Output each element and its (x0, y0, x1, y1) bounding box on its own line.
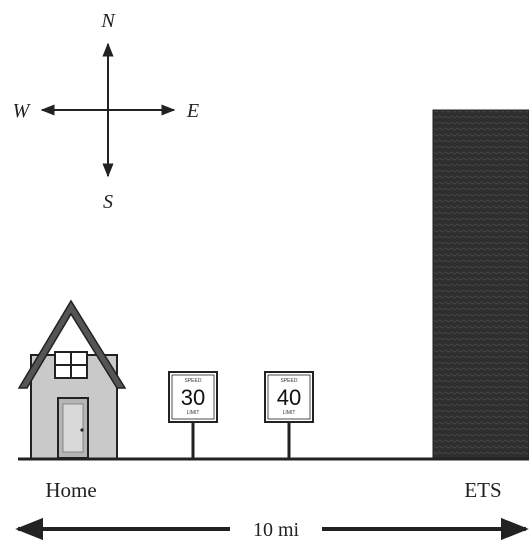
compass-north-label: N (100, 10, 116, 32)
sign-inner-border (267, 374, 311, 420)
speed-limit-sign-30: SPEED 30 LIMIT (168, 371, 218, 459)
distance-indicator: 10 mi (15, 517, 529, 540)
sign-top-text: SPEED (281, 378, 298, 384)
destination-label: ETS (464, 478, 501, 502)
distance-label: 10 mi (253, 519, 300, 540)
sign-top-text: SPEED (185, 378, 202, 384)
sign-bottom-text: LIMIT (283, 410, 296, 416)
home-label: Home (45, 478, 96, 502)
home-house (17, 299, 127, 460)
house-roof (17, 299, 127, 389)
door-panel (62, 403, 84, 453)
speed-limit-sign-40: SPEED 40 LIMIT (264, 371, 314, 459)
sign-speed-value: 30 (181, 385, 205, 410)
door-knob (80, 428, 84, 432)
compass-rose: N S W E (13, 10, 199, 213)
sign-board (264, 371, 314, 423)
sign-inner-border (171, 374, 215, 420)
destination-building (432, 109, 529, 461)
sign-board (168, 371, 218, 423)
compass-east-label: E (186, 100, 199, 122)
sign-speed-value: 40 (277, 385, 301, 410)
compass-west-label: W (13, 100, 32, 122)
sign-bottom-text: LIMIT (187, 410, 200, 416)
compass-south-label: S (103, 191, 113, 213)
